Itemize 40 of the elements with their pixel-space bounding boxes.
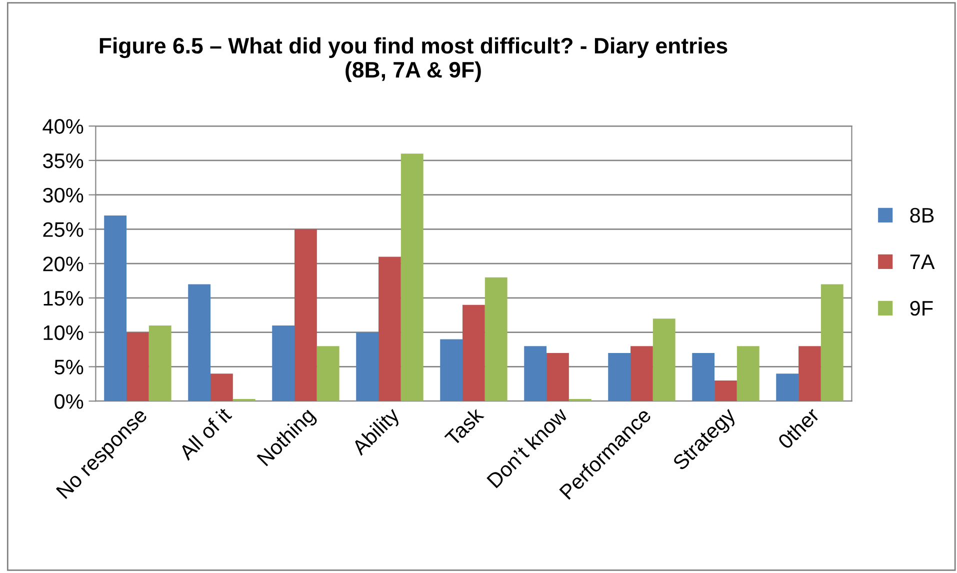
legend-label: 9F — [910, 300, 933, 316]
bar — [546, 352, 569, 402]
bar — [798, 346, 821, 402]
legend-label: 7A — [910, 254, 935, 269]
chart-title: Figure 6.5 – What did you find most difficult? - Diary entries (8B, 7A & 9F) — [100, 37, 728, 82]
bar — [652, 318, 676, 402]
bar — [608, 352, 631, 402]
bar — [714, 380, 737, 402]
y-tick-label: 15% — [44, 291, 84, 306]
x-tick-label: All of it — [178, 406, 232, 461]
x-tick-label: Task — [444, 406, 485, 447]
bar — [188, 284, 211, 402]
bar — [400, 154, 424, 402]
bar — [126, 332, 149, 402]
y-tick-label: 5% — [54, 360, 84, 374]
bar — [462, 304, 485, 402]
y-tick-label: 25% — [43, 222, 84, 237]
y-tick-label: 20% — [43, 256, 84, 272]
bar — [378, 256, 401, 402]
bar — [272, 325, 295, 402]
bar — [316, 346, 340, 402]
bar — [630, 346, 653, 402]
bar — [210, 374, 233, 402]
bar — [820, 284, 844, 402]
bar — [148, 325, 172, 402]
bar — [524, 346, 547, 402]
bar — [440, 339, 463, 402]
bar — [484, 277, 508, 402]
y-tick-label: 35% — [42, 153, 84, 168]
bar — [294, 229, 317, 402]
bar — [736, 346, 760, 402]
y-tick-label: 40% — [42, 119, 84, 134]
y-tick-label: 30% — [42, 188, 84, 203]
bar — [104, 215, 126, 402]
legend-label: 8B — [910, 208, 934, 223]
bar — [356, 332, 379, 402]
bar — [692, 352, 715, 402]
bar — [776, 374, 799, 402]
y-tick-label: 10% — [44, 325, 84, 340]
y-tick-label: 0% — [54, 394, 84, 409]
